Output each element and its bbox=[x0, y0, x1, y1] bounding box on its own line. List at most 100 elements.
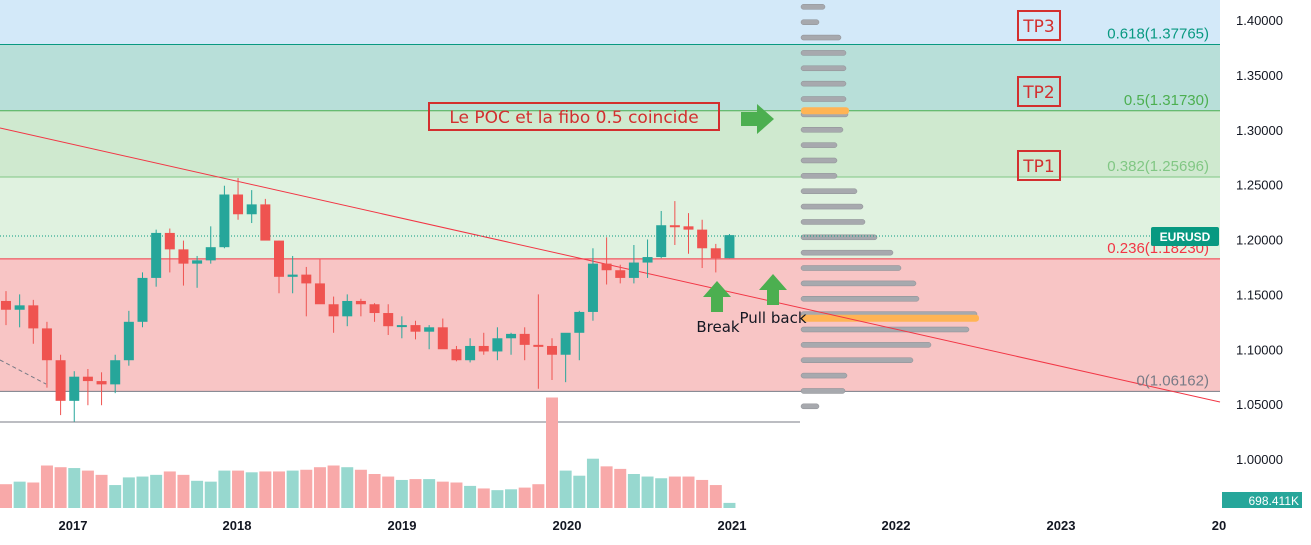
volume-profile-row bbox=[800, 234, 878, 241]
price-axis[interactable]: 1.00000 1.05000 1.10000 1.15000 1.20000 1.250… bbox=[1221, 0, 1311, 508]
tp2-box: TP2 bbox=[1017, 76, 1061, 107]
candle bbox=[123, 310, 134, 366]
candle bbox=[547, 338, 557, 380]
candle bbox=[697, 219, 708, 269]
candle bbox=[410, 320, 421, 340]
volume-profile-row bbox=[800, 127, 844, 133]
volume-profile-row bbox=[800, 19, 820, 25]
volume-readout-tag: 698.411K bbox=[1222, 492, 1302, 508]
time-tick-label: 2022 bbox=[882, 518, 911, 533]
volume-bar bbox=[313, 467, 326, 508]
volume-bar bbox=[696, 479, 709, 508]
candle bbox=[1, 291, 11, 326]
volume-bar bbox=[27, 482, 40, 508]
candle bbox=[55, 354, 66, 416]
candle bbox=[383, 304, 394, 335]
volume-profile-row bbox=[800, 65, 847, 72]
price-tick-label: 1.35000 bbox=[1236, 68, 1283, 83]
fib-level-label: 0.618(1.37765) bbox=[1107, 26, 1209, 43]
candle bbox=[274, 240, 284, 294]
tp1-label: TP1 bbox=[1022, 157, 1054, 177]
volume-profile-row bbox=[800, 96, 847, 102]
time-tick-label: 20 bbox=[1212, 518, 1226, 533]
tp1-box: TP1 bbox=[1017, 150, 1061, 181]
candle bbox=[260, 198, 271, 241]
volume-bar bbox=[286, 470, 299, 508]
volume-profile-row bbox=[800, 249, 894, 256]
volume-profile-row bbox=[800, 50, 847, 56]
candle bbox=[492, 327, 503, 361]
volume-bar bbox=[191, 480, 204, 508]
volume-bar bbox=[150, 474, 163, 508]
volume-profile-row bbox=[800, 296, 920, 302]
poc-annotation: Le POC et la fibo 0.5 coincide bbox=[428, 102, 774, 134]
fib-lines bbox=[0, 44, 1220, 423]
volume-bar bbox=[464, 485, 477, 508]
candle bbox=[478, 332, 489, 355]
price-tick-label: 1.25000 bbox=[1236, 178, 1283, 193]
candle bbox=[574, 310, 585, 361]
volume-bar bbox=[68, 468, 81, 508]
candle bbox=[28, 299, 39, 344]
symbol-label: EURUSD bbox=[1160, 230, 1211, 244]
candle bbox=[328, 296, 339, 333]
dashed-guide-line bbox=[0, 359, 47, 385]
candle bbox=[669, 201, 680, 245]
volume-profile-row bbox=[800, 388, 846, 394]
candle bbox=[560, 332, 571, 383]
volume-bar bbox=[204, 481, 217, 508]
volume-profile-row bbox=[800, 326, 970, 333]
candle bbox=[192, 255, 203, 288]
time-tick-label: 2019 bbox=[388, 518, 417, 533]
candle bbox=[342, 294, 353, 327]
volume-bar bbox=[327, 465, 340, 508]
volume-bar bbox=[382, 476, 395, 508]
volume-profile-row bbox=[800, 157, 838, 164]
candle bbox=[710, 243, 721, 273]
candle bbox=[314, 259, 325, 305]
volume-profile-row bbox=[800, 280, 917, 287]
volume-bar bbox=[709, 485, 722, 508]
fib-bands bbox=[0, 0, 1220, 392]
volume-bar bbox=[218, 470, 231, 508]
volume-bar bbox=[300, 469, 313, 508]
volume-bars bbox=[0, 397, 736, 508]
tp2-label: TP2 bbox=[1022, 83, 1054, 103]
candle bbox=[424, 325, 435, 350]
poc-note-text: Le POC et la fibo 0.5 coincide bbox=[449, 108, 698, 128]
volume-profile-row bbox=[800, 403, 820, 410]
volume-profile-row bbox=[800, 4, 826, 10]
volume-bar bbox=[491, 490, 504, 508]
volume-bar bbox=[368, 474, 381, 508]
candle bbox=[506, 332, 517, 355]
price-tick-label: 1.30000 bbox=[1236, 123, 1283, 138]
poc-row bbox=[801, 107, 849, 115]
volume-profile-row bbox=[800, 173, 838, 179]
fib-band bbox=[0, 176, 1220, 259]
time-axis[interactable]: 2017 2018 2019 2020 2021 2022 2023 20 bbox=[0, 508, 1311, 545]
time-tick-label: 2023 bbox=[1047, 518, 1076, 533]
fib-level-label: 0(1.06162) bbox=[1136, 372, 1209, 389]
fib-level-label: 0.382(1.25696) bbox=[1107, 158, 1209, 175]
price-tick-label: 1.20000 bbox=[1236, 233, 1283, 248]
volume-bar bbox=[395, 479, 408, 508]
arrow-up-icon bbox=[703, 281, 731, 312]
volume-bar bbox=[13, 481, 26, 508]
candle bbox=[137, 272, 148, 328]
volume-bar bbox=[354, 469, 367, 508]
price-tick-label: 1.05000 bbox=[1236, 397, 1283, 412]
volume-bar bbox=[600, 466, 613, 508]
time-tick-label: 2020 bbox=[553, 518, 582, 533]
volume-bar bbox=[341, 467, 354, 508]
volume-bar bbox=[436, 481, 449, 508]
candle bbox=[683, 213, 694, 254]
volume-bar bbox=[259, 471, 272, 508]
candles bbox=[1, 178, 735, 422]
candle bbox=[96, 372, 107, 406]
volume-profile-row bbox=[800, 142, 838, 148]
volume-bar bbox=[614, 468, 627, 508]
candle bbox=[451, 345, 462, 362]
candle bbox=[724, 234, 735, 259]
fib-level-labels: 0(1.06162)0.236(1.18230)0.382(1.25696)0.… bbox=[1107, 26, 1209, 390]
